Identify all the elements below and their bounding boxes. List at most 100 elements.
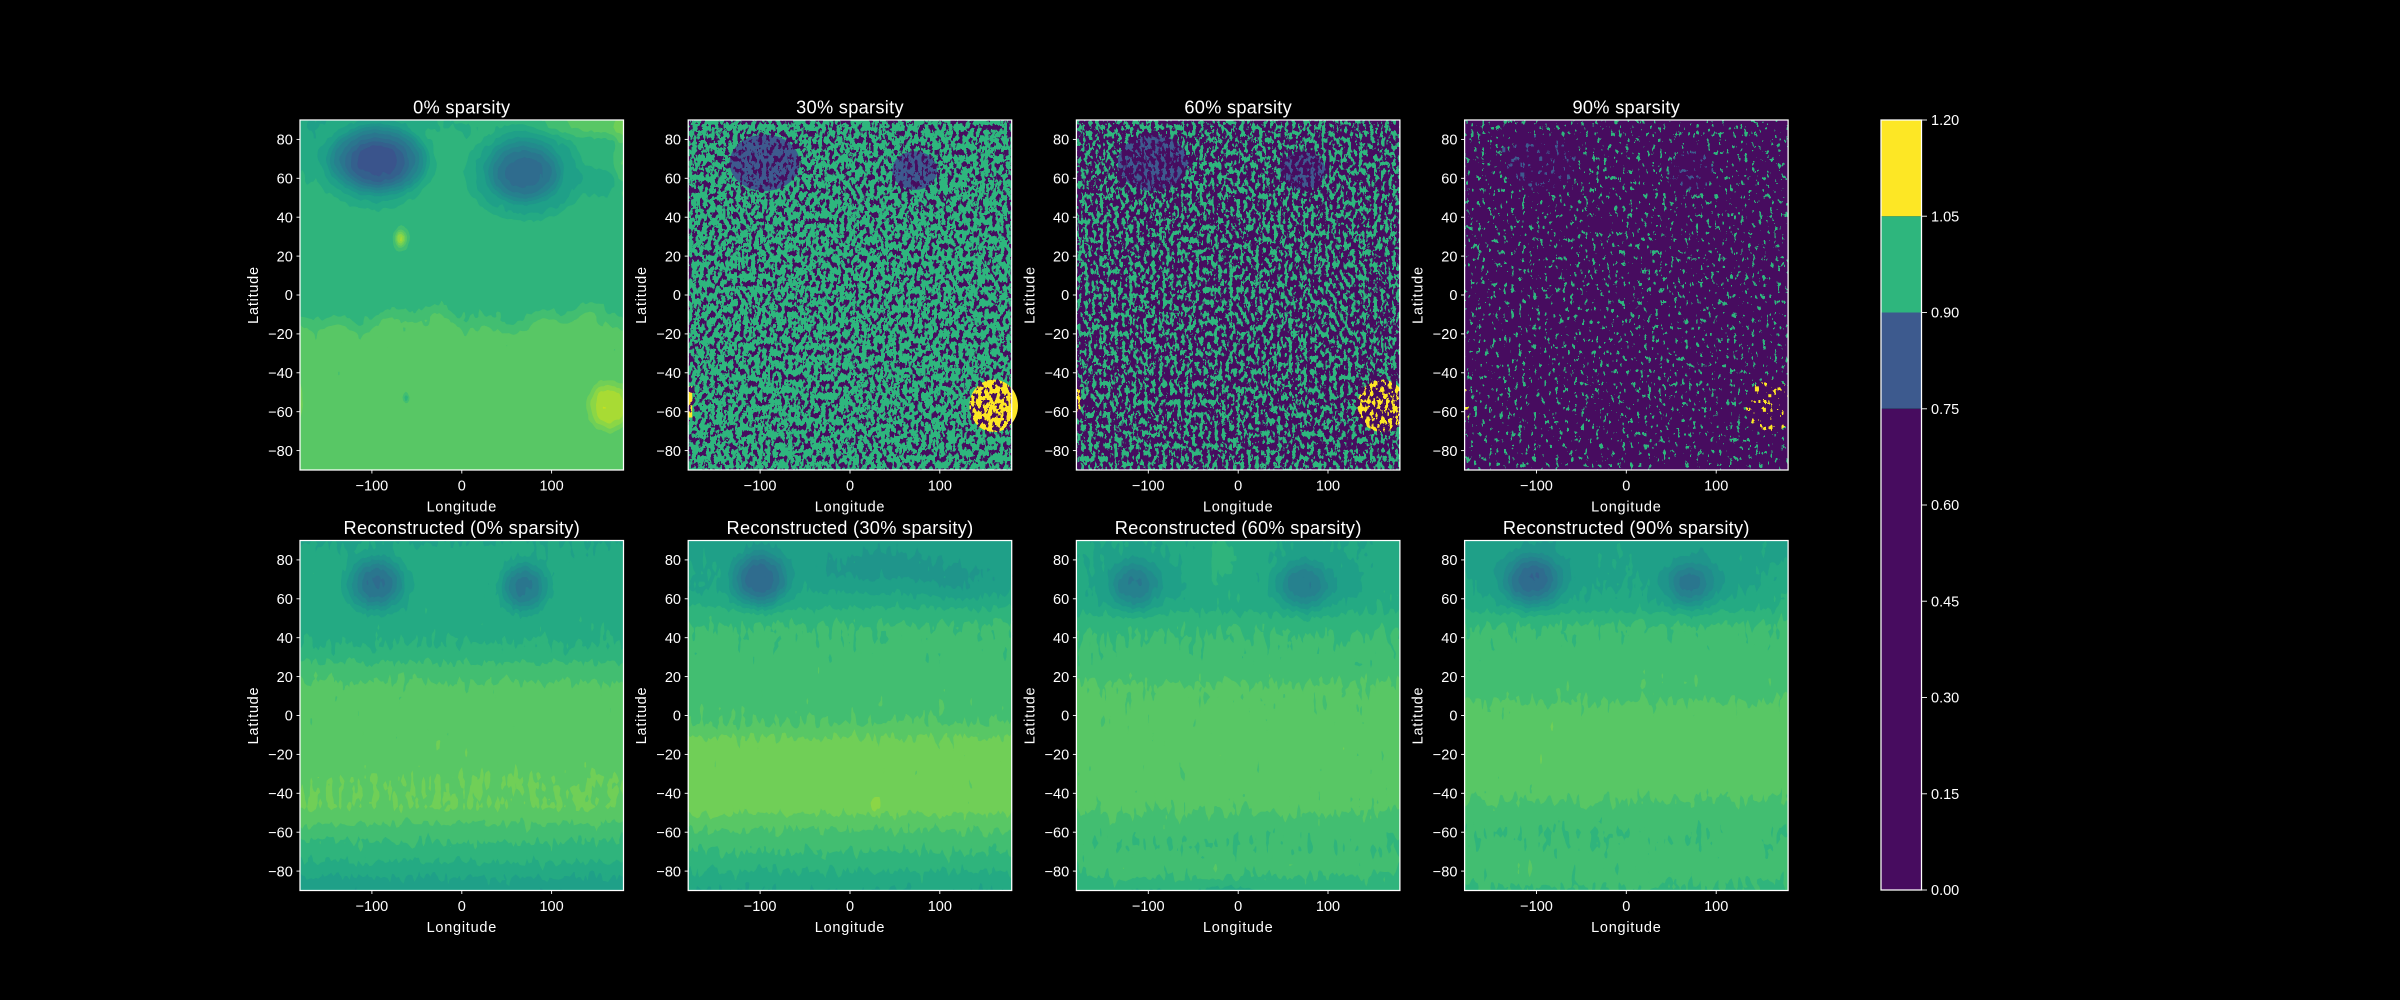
svg-text:40: 40 bbox=[277, 631, 293, 647]
svg-text:−100: −100 bbox=[744, 899, 777, 915]
svg-text:20: 20 bbox=[1441, 249, 1457, 265]
svg-text:Longitude: Longitude bbox=[1591, 920, 1661, 936]
svg-text:100: 100 bbox=[1316, 479, 1340, 495]
svg-text:0: 0 bbox=[1234, 479, 1242, 495]
svg-text:−80: −80 bbox=[1045, 864, 1070, 880]
svg-text:80: 80 bbox=[665, 553, 681, 569]
svg-text:−20: −20 bbox=[1045, 748, 1070, 764]
svg-text:−20: −20 bbox=[1433, 327, 1458, 343]
svg-text:Reconstructed (30% sparsity): Reconstructed (30% sparsity) bbox=[727, 518, 974, 538]
svg-text:−20: −20 bbox=[268, 748, 293, 764]
svg-text:60: 60 bbox=[665, 172, 681, 188]
svg-text:−40: −40 bbox=[268, 787, 293, 803]
svg-text:100: 100 bbox=[539, 479, 563, 495]
svg-text:Reconstructed (90% sparsity): Reconstructed (90% sparsity) bbox=[1503, 518, 1750, 538]
svg-text:100: 100 bbox=[928, 899, 952, 915]
svg-text:−60: −60 bbox=[656, 825, 681, 841]
svg-text:100: 100 bbox=[928, 479, 952, 495]
svg-text:0: 0 bbox=[846, 899, 854, 915]
svg-text:−80: −80 bbox=[268, 864, 293, 880]
svg-text:−40: −40 bbox=[1433, 366, 1458, 382]
svg-text:0.45: 0.45 bbox=[1931, 595, 1959, 611]
svg-text:0: 0 bbox=[285, 288, 293, 304]
svg-text:−100: −100 bbox=[1132, 479, 1165, 495]
svg-text:20: 20 bbox=[277, 670, 293, 686]
svg-text:−100: −100 bbox=[1520, 899, 1553, 915]
svg-text:0: 0 bbox=[846, 479, 854, 495]
svg-text:Latitude: Latitude bbox=[1411, 266, 1427, 324]
svg-text:80: 80 bbox=[1053, 133, 1069, 149]
svg-text:Longitude: Longitude bbox=[427, 920, 497, 936]
svg-text:Latitude: Latitude bbox=[634, 687, 650, 745]
svg-text:60: 60 bbox=[277, 592, 293, 608]
svg-text:−60: −60 bbox=[1433, 825, 1458, 841]
svg-text:Latitude: Latitude bbox=[1022, 687, 1038, 745]
svg-text:0: 0 bbox=[673, 288, 681, 304]
svg-text:−80: −80 bbox=[656, 864, 681, 880]
svg-text:−20: −20 bbox=[656, 748, 681, 764]
svg-text:30% sparsity: 30% sparsity bbox=[796, 98, 904, 118]
svg-text:0: 0 bbox=[673, 709, 681, 725]
svg-text:−20: −20 bbox=[1045, 327, 1070, 343]
svg-text:100: 100 bbox=[1704, 899, 1728, 915]
svg-text:0: 0 bbox=[1622, 899, 1630, 915]
svg-text:Latitude: Latitude bbox=[1022, 266, 1038, 324]
svg-text:−20: −20 bbox=[268, 327, 293, 343]
svg-text:80: 80 bbox=[665, 133, 681, 149]
svg-text:−40: −40 bbox=[268, 366, 293, 382]
svg-text:40: 40 bbox=[277, 210, 293, 226]
svg-text:−40: −40 bbox=[656, 366, 681, 382]
svg-text:−100: −100 bbox=[1132, 899, 1165, 915]
svg-text:20: 20 bbox=[1053, 670, 1069, 686]
svg-text:−20: −20 bbox=[1433, 748, 1458, 764]
svg-text:0.00: 0.00 bbox=[1931, 883, 1959, 899]
svg-text:Latitude: Latitude bbox=[1411, 687, 1427, 745]
svg-text:−100: −100 bbox=[1520, 479, 1553, 495]
svg-text:−60: −60 bbox=[1433, 405, 1458, 421]
svg-text:40: 40 bbox=[665, 210, 681, 226]
svg-text:−80: −80 bbox=[1433, 864, 1458, 880]
svg-text:−60: −60 bbox=[1045, 825, 1070, 841]
svg-text:Longitude: Longitude bbox=[1591, 500, 1661, 516]
svg-text:0.15: 0.15 bbox=[1931, 787, 1959, 803]
svg-text:0: 0 bbox=[1449, 709, 1457, 725]
svg-text:100: 100 bbox=[539, 899, 563, 915]
svg-text:−40: −40 bbox=[656, 787, 681, 803]
svg-text:1.05: 1.05 bbox=[1931, 209, 1959, 225]
svg-text:20: 20 bbox=[277, 249, 293, 265]
svg-text:0: 0 bbox=[285, 709, 293, 725]
svg-text:−80: −80 bbox=[1045, 444, 1070, 460]
svg-text:0: 0 bbox=[1622, 479, 1630, 495]
svg-text:100: 100 bbox=[1704, 479, 1728, 495]
svg-text:−60: −60 bbox=[1045, 405, 1070, 421]
svg-text:0: 0 bbox=[1449, 288, 1457, 304]
svg-text:0: 0 bbox=[1061, 709, 1069, 725]
svg-text:60: 60 bbox=[665, 592, 681, 608]
svg-text:40: 40 bbox=[665, 631, 681, 647]
svg-text:−80: −80 bbox=[656, 444, 681, 460]
svg-text:20: 20 bbox=[1441, 670, 1457, 686]
svg-text:Latitude: Latitude bbox=[634, 266, 650, 324]
svg-text:0: 0 bbox=[1234, 899, 1242, 915]
svg-text:100: 100 bbox=[1316, 899, 1340, 915]
svg-text:−40: −40 bbox=[1433, 787, 1458, 803]
svg-text:80: 80 bbox=[277, 133, 293, 149]
svg-text:0% sparsity: 0% sparsity bbox=[413, 98, 511, 118]
svg-text:40: 40 bbox=[1053, 631, 1069, 647]
svg-text:60: 60 bbox=[1053, 172, 1069, 188]
svg-text:−20: −20 bbox=[656, 327, 681, 343]
svg-text:60: 60 bbox=[277, 172, 293, 188]
svg-text:80: 80 bbox=[1053, 553, 1069, 569]
svg-text:Longitude: Longitude bbox=[1203, 920, 1273, 936]
svg-text:−60: −60 bbox=[268, 405, 293, 421]
svg-text:80: 80 bbox=[277, 553, 293, 569]
svg-text:1.20: 1.20 bbox=[1931, 113, 1959, 129]
svg-text:40: 40 bbox=[1053, 210, 1069, 226]
svg-text:0.90: 0.90 bbox=[1931, 306, 1959, 322]
svg-text:0: 0 bbox=[458, 479, 466, 495]
svg-text:20: 20 bbox=[1053, 249, 1069, 265]
svg-text:80: 80 bbox=[1441, 553, 1457, 569]
svg-text:0.30: 0.30 bbox=[1931, 691, 1959, 707]
svg-text:Longitude: Longitude bbox=[1203, 500, 1273, 516]
svg-text:Longitude: Longitude bbox=[815, 920, 885, 936]
